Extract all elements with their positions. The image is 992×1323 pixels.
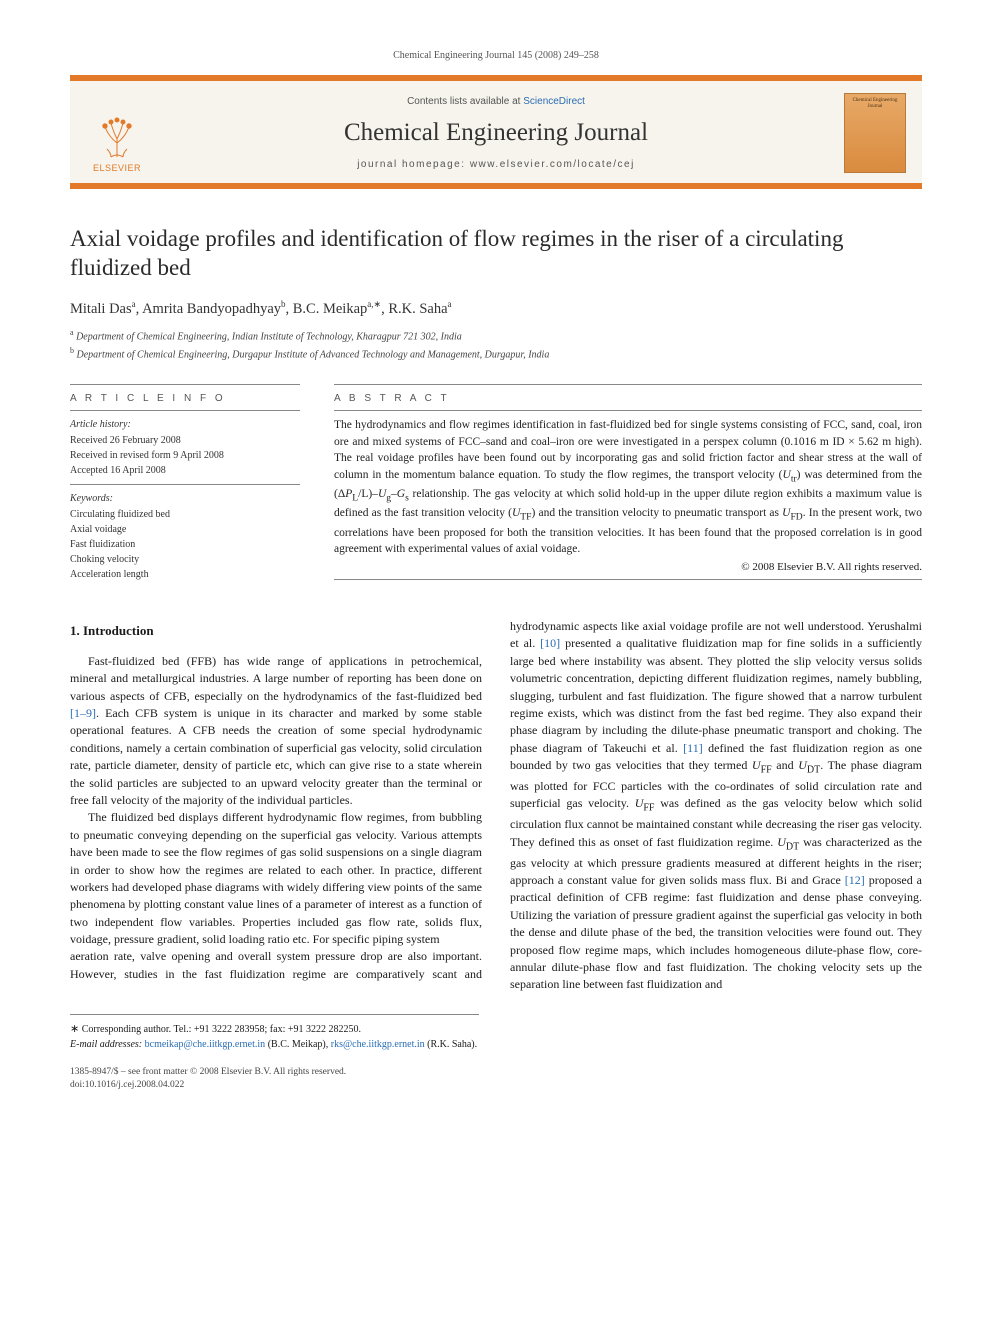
affiliation-b: b Department of Chemical Engineering, Du… [70,345,922,362]
footer-block: 1385-8947/$ – see front matter © 2008 El… [70,1066,922,1093]
homepage-prefix: journal homepage: [357,159,470,170]
keyword: Acceleration length [70,567,300,582]
corresponding-line: ∗ Corresponding author. Tel.: +91 3222 2… [70,1021,479,1038]
history-accepted: Accepted 16 April 2008 [70,463,300,478]
body-paragraph: The fluidized bed displays different hyd… [70,809,482,948]
copyright-line: © 2008 Elsevier B.V. All rights reserved… [334,561,922,573]
keyword: Axial voidage [70,522,300,537]
contents-prefix: Contents lists available at [407,96,523,107]
email-name: (B.C. Meikap), [265,1039,331,1050]
journal-name: Chemical Engineering Journal [164,119,828,147]
affiliation-sup: b [70,346,74,355]
journal-header-center: Contents lists available at ScienceDirec… [164,93,828,173]
contents-available-line: Contents lists available at ScienceDirec… [164,96,828,107]
cover-title-text: Chemical Engineering Journal [847,98,903,110]
publisher-logo: ELSEVIER [86,93,148,173]
body-paragraph: Fast-fluidized bed (FFB) has wide range … [70,653,482,810]
email-link[interactable]: rks@che.iitkgp.ernet.in [331,1039,425,1050]
divider [334,579,922,580]
section-heading: 1. Introduction [70,622,482,641]
journal-homepage-line: journal homepage: www.elsevier.com/locat… [164,159,828,170]
affiliation-text: Department of Chemical Engineering, Durg… [77,349,550,360]
journal-cover-thumbnail: Chemical Engineering Journal [844,93,906,173]
affiliations: a Department of Chemical Engineering, In… [70,327,922,362]
history-head: Article history: [70,417,300,432]
abstract-column: A B S T R A C T The hydrodynamics and fl… [334,384,922,588]
email-link[interactable]: bcmeikap@che.iitkgp.ernet.in [145,1039,266,1050]
article-history: Article history: Received 26 February 20… [70,411,300,484]
corresponding-text: Corresponding author. Tel.: +91 3222 283… [82,1024,361,1035]
journal-header: ELSEVIER Contents lists available at Sci… [70,81,922,183]
affiliation-text: Department of Chemical Engineering, Indi… [76,332,462,343]
front-matter-line: 1385-8947/$ – see front matter © 2008 El… [70,1066,922,1079]
article-body: 1. Introduction Fast-fluidized bed (FFB)… [70,618,922,994]
doi-line: doi:10.1016/j.cej.2008.04.022 [70,1079,922,1092]
email-name: (R.K. Saha). [425,1039,478,1050]
keyword: Circulating fluidized bed [70,507,300,522]
article-info-column: A R T I C L E I N F O Article history: R… [70,384,300,588]
affiliation-sup: a [70,328,74,337]
abstract-label: A B S T R A C T [334,385,922,410]
homepage-url: www.elsevier.com/locate/cej [470,159,635,170]
running-header: Chemical Engineering Journal 145 (2008) … [70,50,922,61]
elsevier-tree-icon [93,113,141,161]
article-info-label: A R T I C L E I N F O [70,385,300,410]
history-revised: Received in revised form 9 April 2008 [70,448,300,463]
affiliation-a: a Department of Chemical Engineering, In… [70,327,922,344]
journal-page: Chemical Engineering Journal 145 (2008) … [0,0,992,1133]
sciencedirect-link[interactable]: ScienceDirect [523,96,585,107]
keywords-head: Keywords: [70,491,300,506]
author-list: Mitali Dasa, Amrita Bandyopadhyayb, B.C.… [70,299,922,318]
abstract-text: The hydrodynamics and flow regimes ident… [334,411,922,558]
keywords-block: Keywords: Circulating fluidized bed Axia… [70,485,300,588]
header-bottom-bar [70,183,922,189]
corresponding-footnote: ∗ Corresponding author. Tel.: +91 3222 2… [70,1014,479,1053]
email-line: E-mail addresses: bcmeikap@che.iitkgp.er… [70,1037,479,1052]
info-abstract-row: A R T I C L E I N F O Article history: R… [70,384,922,588]
email-label: E-mail addresses: [70,1039,142,1050]
publisher-name: ELSEVIER [93,163,141,173]
history-received: Received 26 February 2008 [70,433,300,448]
article-title: Axial voidage profiles and identificatio… [70,225,922,283]
keyword: Choking velocity [70,552,300,567]
keyword: Fast fluidization [70,537,300,552]
